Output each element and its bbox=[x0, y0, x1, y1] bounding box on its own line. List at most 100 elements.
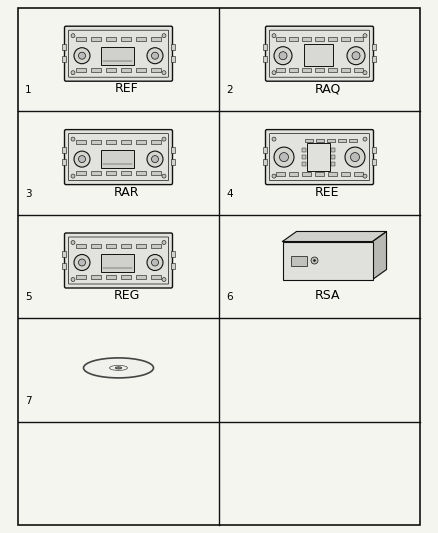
Ellipse shape bbox=[345, 147, 365, 167]
Bar bbox=[91, 37, 101, 41]
Bar bbox=[136, 140, 146, 144]
Ellipse shape bbox=[152, 52, 159, 59]
Bar bbox=[62, 262, 66, 269]
Bar bbox=[289, 37, 298, 41]
Bar bbox=[91, 68, 101, 72]
Ellipse shape bbox=[78, 259, 85, 266]
Bar bbox=[171, 262, 175, 269]
Bar bbox=[76, 37, 86, 41]
Text: 6: 6 bbox=[226, 292, 233, 302]
Bar bbox=[276, 68, 285, 72]
Ellipse shape bbox=[152, 259, 159, 266]
Bar bbox=[263, 147, 267, 153]
Bar bbox=[121, 68, 131, 72]
Bar bbox=[302, 172, 311, 176]
Bar bbox=[62, 44, 66, 50]
Bar bbox=[76, 244, 86, 247]
Bar bbox=[307, 143, 330, 171]
Bar bbox=[76, 140, 86, 144]
Text: 1: 1 bbox=[25, 85, 32, 95]
Ellipse shape bbox=[147, 254, 163, 271]
Text: 4: 4 bbox=[226, 189, 233, 199]
Bar bbox=[354, 68, 363, 72]
Bar bbox=[316, 139, 324, 142]
Bar bbox=[372, 44, 376, 50]
Bar bbox=[151, 274, 161, 279]
Bar bbox=[171, 56, 175, 62]
Bar bbox=[91, 140, 101, 144]
Bar bbox=[151, 171, 161, 175]
Bar bbox=[136, 68, 146, 72]
Bar bbox=[121, 37, 131, 41]
Bar bbox=[338, 139, 346, 142]
Ellipse shape bbox=[162, 71, 166, 75]
Bar bbox=[354, 172, 363, 176]
Text: RAR: RAR bbox=[114, 186, 139, 199]
Ellipse shape bbox=[162, 137, 166, 141]
Ellipse shape bbox=[363, 174, 367, 178]
Ellipse shape bbox=[74, 151, 90, 167]
Ellipse shape bbox=[272, 137, 276, 141]
Bar bbox=[349, 139, 357, 142]
Bar bbox=[263, 56, 267, 62]
Bar bbox=[91, 171, 101, 175]
Bar bbox=[315, 172, 324, 176]
Bar bbox=[62, 251, 66, 256]
Bar bbox=[302, 37, 311, 41]
Ellipse shape bbox=[363, 137, 367, 141]
Bar bbox=[171, 44, 175, 50]
Bar bbox=[315, 37, 324, 41]
Bar bbox=[331, 155, 335, 159]
Bar bbox=[106, 37, 116, 41]
Ellipse shape bbox=[162, 34, 166, 38]
Ellipse shape bbox=[71, 137, 75, 141]
Bar bbox=[136, 244, 146, 247]
Ellipse shape bbox=[74, 254, 90, 271]
Bar bbox=[62, 159, 66, 165]
Ellipse shape bbox=[162, 278, 166, 281]
Bar bbox=[263, 44, 267, 50]
Ellipse shape bbox=[162, 174, 166, 178]
Bar bbox=[328, 172, 337, 176]
Bar bbox=[315, 68, 324, 72]
Ellipse shape bbox=[279, 152, 289, 161]
Bar bbox=[106, 244, 116, 247]
Bar bbox=[283, 241, 372, 279]
Ellipse shape bbox=[347, 47, 365, 64]
Bar bbox=[302, 68, 311, 72]
Bar bbox=[331, 162, 335, 166]
Bar bbox=[341, 172, 350, 176]
Ellipse shape bbox=[71, 174, 75, 178]
Ellipse shape bbox=[78, 52, 85, 59]
Bar bbox=[121, 171, 131, 175]
Bar bbox=[372, 159, 376, 165]
Text: 5: 5 bbox=[25, 292, 32, 302]
Bar bbox=[62, 147, 66, 153]
Bar bbox=[151, 37, 161, 41]
Text: RAQ: RAQ bbox=[314, 83, 341, 95]
Ellipse shape bbox=[117, 367, 120, 368]
Bar bbox=[106, 274, 116, 279]
Bar bbox=[101, 150, 134, 168]
Bar bbox=[304, 44, 333, 66]
Bar bbox=[171, 251, 175, 256]
Text: 3: 3 bbox=[25, 189, 32, 199]
Bar bbox=[171, 147, 175, 153]
Text: 7: 7 bbox=[25, 395, 32, 406]
Ellipse shape bbox=[152, 156, 159, 163]
Ellipse shape bbox=[314, 260, 315, 262]
Ellipse shape bbox=[272, 71, 276, 75]
Ellipse shape bbox=[363, 34, 367, 38]
Bar bbox=[151, 244, 161, 247]
FancyBboxPatch shape bbox=[64, 26, 173, 81]
Ellipse shape bbox=[352, 52, 360, 60]
Bar bbox=[302, 148, 306, 152]
Bar bbox=[331, 148, 335, 152]
Ellipse shape bbox=[274, 47, 292, 64]
Bar bbox=[91, 244, 101, 247]
Bar bbox=[101, 254, 134, 271]
Ellipse shape bbox=[350, 152, 360, 161]
Bar bbox=[354, 37, 363, 41]
Ellipse shape bbox=[71, 34, 75, 38]
Bar bbox=[136, 274, 146, 279]
